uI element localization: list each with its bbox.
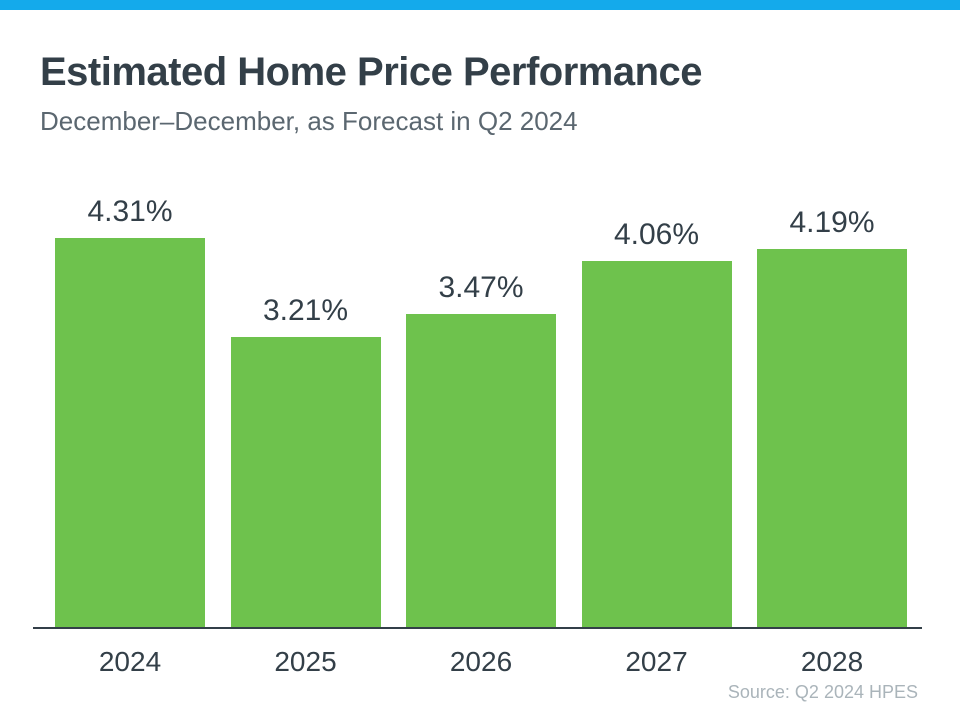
bar-2027 [581, 261, 732, 627]
bar-chart: 4.31% 3.21% 3.47% 4.06% 4.19% 2024 2025 2026 20… [33, 180, 922, 677]
x-axis-labels: 2024 2025 2026 2027 2028 [33, 629, 922, 689]
bar-value-label-2024: 4.31% [87, 195, 173, 228]
source-note: Source: Q2 2024 HPES [727, 682, 918, 702]
page-subtitle: December–December, as Forecast in Q2 202… [40, 106, 578, 136]
bar-value-label-2026: 3.47% [438, 271, 524, 304]
page-title: Estimated Home Price Performance [40, 50, 703, 94]
x-axis-label-2027: 2027 [625, 646, 688, 677]
x-axis-label-2024: 2024 [98, 646, 162, 677]
bar-2028 [757, 249, 907, 627]
bar-2026 [406, 314, 556, 627]
bar-value-label-2025: 3.21% [262, 294, 349, 327]
bar-2024 [55, 238, 205, 627]
bar-value-label-2027: 4.06% [613, 218, 700, 251]
bar-value-label-2028: 4.19% [789, 206, 875, 239]
top-accent-bar [0, 0, 960, 10]
x-axis-line [33, 627, 922, 629]
bar-2025 [230, 337, 381, 627]
x-axis-label-2025: 2025 [274, 646, 337, 677]
x-axis-label-2026: 2026 [449, 646, 513, 677]
x-axis-label-2028: 2028 [800, 646, 864, 677]
